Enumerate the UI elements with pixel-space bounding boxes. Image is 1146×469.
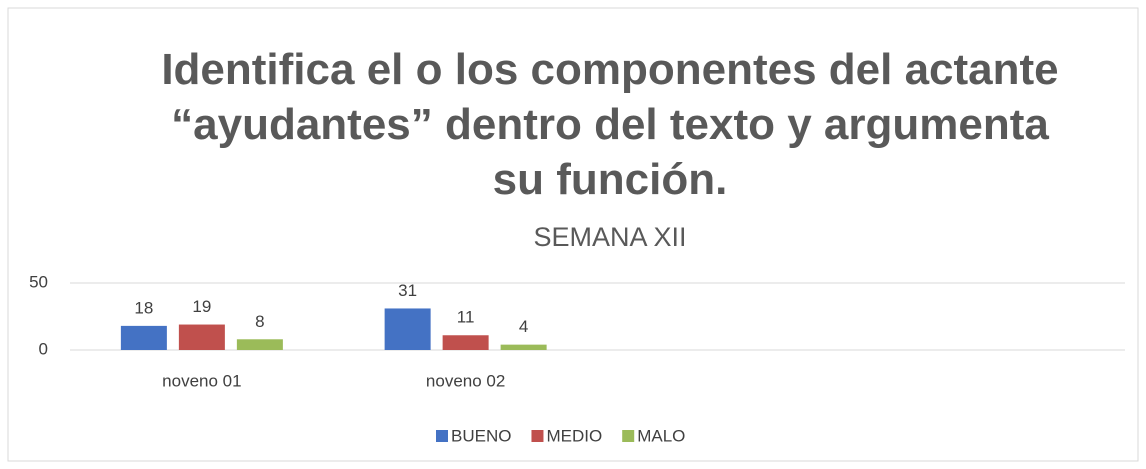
y-tick-label: 0 <box>39 339 48 358</box>
data-label: 18 <box>134 298 153 317</box>
bar <box>236 339 283 350</box>
y-tick-label: 50 <box>29 272 48 291</box>
data-label: 19 <box>192 297 211 316</box>
legend-label: MEDIO <box>546 426 602 445</box>
data-label: 11 <box>457 308 475 327</box>
legend-label: BUENO <box>451 426 511 445</box>
legend-swatch <box>436 430 448 442</box>
legend-swatch <box>622 430 635 442</box>
data-label: 4 <box>519 317 528 336</box>
bar <box>500 344 547 350</box>
bar <box>120 325 167 350</box>
chart-border <box>7 7 1139 462</box>
legend-label: MALO <box>637 426 685 445</box>
data-label: 8 <box>255 312 264 331</box>
x-tick-label: noveno 01 <box>162 371 241 390</box>
x-tick-label: noveno 02 <box>426 371 505 390</box>
chart-subtitle: SEMANA XII <box>533 222 687 252</box>
bar <box>178 324 225 350</box>
data-label: 31 <box>398 281 417 300</box>
bar <box>384 308 431 350</box>
legend-swatch <box>531 430 544 442</box>
chart-title: Identifica el o los componentes del acta… <box>161 45 1059 204</box>
bar <box>442 335 489 350</box>
